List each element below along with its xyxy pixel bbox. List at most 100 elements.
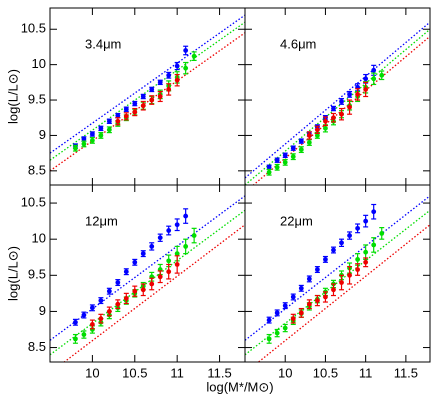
point [98, 316, 104, 322]
point [149, 97, 155, 103]
point [140, 287, 146, 293]
point [355, 267, 361, 272]
x-tick-label: 10.5 [122, 365, 147, 380]
point [166, 228, 172, 233]
point [282, 325, 288, 331]
point [274, 157, 280, 163]
panel-label: 22μm [280, 213, 313, 228]
point [347, 91, 352, 97]
fit-line [245, 28, 430, 185]
point [363, 249, 369, 255]
point [157, 79, 163, 85]
point [314, 267, 320, 272]
point [379, 72, 385, 78]
point [355, 257, 361, 262]
point [314, 127, 320, 133]
fit-line [245, 21, 430, 179]
y-tick-label: 10.5 [21, 194, 46, 209]
x-tick-label: 11 [359, 365, 373, 380]
point [115, 280, 121, 285]
y-tick-label: 10.5 [21, 21, 46, 36]
x-tick-label: 10.5 [313, 365, 338, 380]
point [98, 133, 104, 138]
point [89, 137, 95, 143]
point [331, 247, 336, 253]
y-tick-label: 9.5 [28, 267, 46, 282]
fit-line [50, 21, 245, 161]
panel-data [50, 195, 245, 362]
y-axis-label: log(L/L⊙) [5, 69, 20, 124]
point [174, 63, 180, 69]
point [339, 280, 344, 285]
fit-line [252, 35, 430, 185]
point [274, 310, 280, 316]
point [290, 154, 296, 160]
point [298, 147, 304, 153]
panel-frame [49, 184, 246, 363]
y-tick-label: 9 [39, 127, 46, 142]
point [123, 106, 129, 112]
panel-label: 3.4μm [85, 36, 121, 51]
fit-line [50, 14, 245, 154]
point [347, 272, 352, 278]
point [115, 113, 121, 119]
point [73, 319, 78, 325]
fit-line [63, 224, 245, 362]
point [140, 103, 146, 109]
point [166, 258, 172, 264]
point [266, 169, 272, 175]
fit-line [257, 224, 430, 362]
point [166, 87, 172, 92]
panel-data [245, 21, 430, 185]
point [323, 118, 328, 124]
point [149, 87, 155, 92]
point [89, 131, 95, 137]
x-tick-label: 10 [85, 365, 99, 380]
point [149, 244, 155, 249]
x-tick-label: 11.5 [394, 365, 418, 380]
panel-data [50, 14, 245, 172]
point [371, 242, 377, 248]
fit-line [245, 195, 430, 341]
point [174, 222, 180, 228]
point [306, 133, 312, 138]
panel-label: 12μm [85, 213, 118, 228]
point [290, 316, 296, 322]
point [183, 48, 189, 53]
point [81, 141, 87, 147]
point [298, 310, 304, 316]
point [331, 287, 336, 293]
point [132, 259, 138, 265]
point [314, 298, 320, 303]
point [298, 285, 304, 291]
point [314, 133, 320, 138]
point [183, 213, 189, 219]
point [149, 281, 155, 287]
y-axis-label: log(L/L⊙) [5, 246, 20, 301]
point [115, 118, 121, 124]
point [132, 288, 138, 294]
point [363, 76, 369, 82]
x-axis-label: log(M*/M⊙) [206, 379, 273, 394]
point [132, 109, 138, 115]
point [274, 330, 280, 336]
point [347, 104, 352, 110]
point [298, 138, 304, 144]
fit-line [50, 195, 245, 341]
point [363, 87, 369, 92]
point [81, 136, 87, 142]
point [166, 269, 172, 275]
x-tick-label: 11 [170, 365, 184, 380]
y-tick-label: 9 [39, 303, 46, 318]
point [290, 294, 296, 300]
point [323, 125, 328, 131]
point [106, 127, 112, 133]
point [89, 305, 95, 311]
point [363, 218, 369, 224]
point [123, 269, 129, 275]
panel-frame [244, 7, 431, 186]
point [157, 235, 163, 241]
point [323, 257, 328, 262]
y-tick-label: 10 [32, 231, 46, 246]
